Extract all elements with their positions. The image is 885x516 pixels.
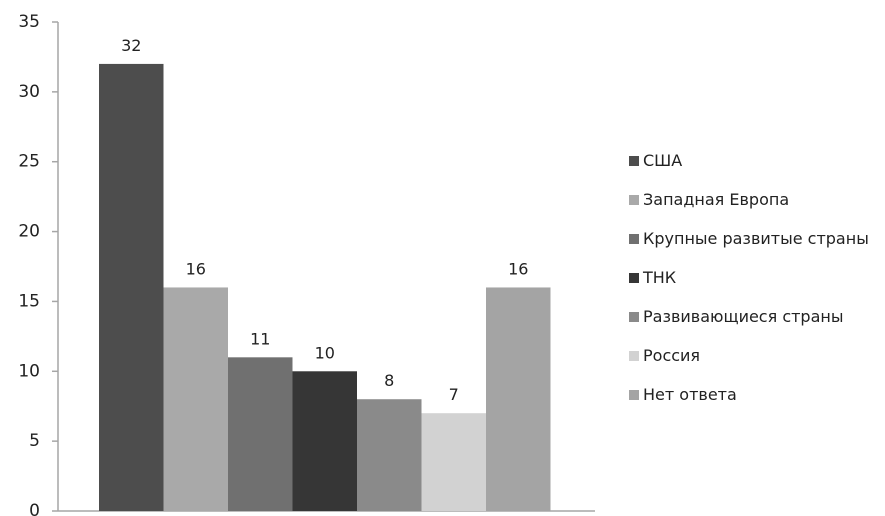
legend-item: Развивающиеся страны	[629, 297, 869, 336]
legend-item: Россия	[629, 336, 869, 375]
data-label: 16	[186, 259, 206, 278]
legend-item: Крупные развитые страны	[629, 219, 869, 258]
y-tick-label: 30	[18, 82, 40, 102]
legend-item: США	[629, 141, 869, 180]
legend-label: Западная Европа	[643, 190, 790, 209]
legend-item: Западная Европа	[629, 180, 869, 219]
legend-label: Россия	[643, 346, 701, 365]
legend-item: ТНК	[629, 258, 869, 297]
data-label: 32	[121, 36, 141, 55]
legend-label: ТНК	[643, 268, 677, 287]
y-tick-label: 35	[18, 12, 40, 32]
legend-swatch	[629, 233, 639, 244]
legend-swatch	[629, 155, 639, 166]
data-label: 10	[315, 343, 335, 362]
data-label: 8	[384, 371, 394, 390]
data-label: 16	[508, 259, 528, 278]
legend-item: Нет ответа	[629, 375, 869, 414]
bar	[292, 371, 357, 511]
bar	[486, 287, 551, 511]
bar	[421, 413, 486, 511]
legend-swatch	[629, 389, 639, 400]
y-tick-label: 0	[29, 501, 40, 516]
data-label: 7	[449, 385, 459, 404]
bar	[228, 357, 293, 511]
legend-swatch	[629, 272, 639, 283]
legend: США Западная Европа Крупные развитые стран…	[629, 141, 869, 414]
y-tick-label: 10	[18, 361, 40, 381]
legend-label: Развивающиеся страны	[643, 307, 844, 326]
legend-label: Крупные развитые страны	[643, 229, 869, 248]
y-tick-label: 15	[18, 291, 40, 311]
bars	[99, 63, 551, 512]
legend-swatch	[629, 311, 639, 322]
data-label: 11	[250, 329, 270, 348]
legend-swatch	[629, 350, 639, 361]
bar	[357, 399, 422, 511]
y-tick-label: 20	[18, 222, 40, 242]
legend-label: США	[643, 151, 683, 170]
y-tick-label: 25	[18, 152, 40, 172]
legend-swatch	[629, 194, 639, 205]
y-tick-label: 5	[29, 431, 40, 451]
legend-label: Нет ответа	[643, 385, 737, 404]
bar	[163, 287, 228, 511]
data-labels: 32 16 11 10 8 7 16	[121, 36, 528, 404]
bar	[99, 63, 164, 512]
